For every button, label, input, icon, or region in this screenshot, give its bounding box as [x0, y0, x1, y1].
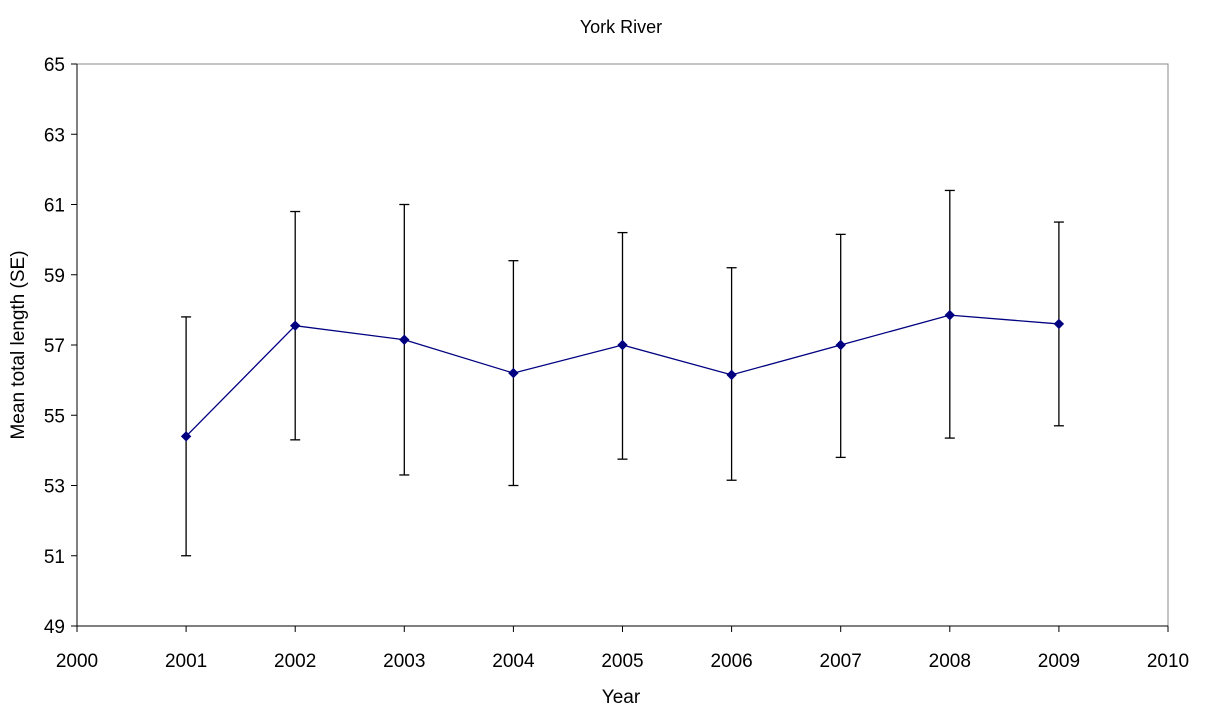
data-point — [617, 339, 628, 351]
y-tick-label: 51 — [44, 547, 65, 568]
data-point — [1053, 318, 1065, 330]
x-tick-label: 2010 — [1147, 651, 1189, 672]
y-tick-label: 59 — [44, 266, 65, 287]
x-tick-label: 2002 — [274, 651, 316, 672]
x-axis-label: Year — [602, 687, 641, 708]
y-tick-label: 61 — [44, 196, 65, 217]
y-tick-label: 57 — [44, 336, 65, 357]
data-point — [289, 320, 301, 331]
y-axis-label: Mean total length (SE) — [8, 250, 29, 439]
data-point — [508, 367, 519, 379]
data-point — [180, 431, 192, 442]
x-tick-label: 2007 — [820, 651, 862, 672]
y-tick-label: 49 — [44, 617, 65, 638]
data-point — [944, 309, 956, 321]
data-point — [399, 334, 410, 345]
x-tick-label: 2004 — [492, 651, 535, 672]
x-tick-label: 2003 — [383, 651, 425, 672]
x-tick-label: 2005 — [601, 651, 643, 672]
y-tick-label: 55 — [44, 406, 65, 427]
y-tick-label: 63 — [44, 125, 65, 146]
y-tick-label: 53 — [44, 477, 65, 498]
x-tick-label: 2008 — [929, 651, 971, 672]
y-tick-label: 65 — [44, 55, 65, 76]
chart-title: York River — [580, 17, 662, 37]
x-tick-label: 2000 — [56, 651, 98, 672]
x-tick-label: 2006 — [710, 651, 752, 672]
data-point — [726, 369, 737, 381]
data-point — [835, 339, 846, 351]
x-tick-label: 2009 — [1038, 651, 1080, 672]
x-tick-label: 2001 — [165, 651, 207, 672]
